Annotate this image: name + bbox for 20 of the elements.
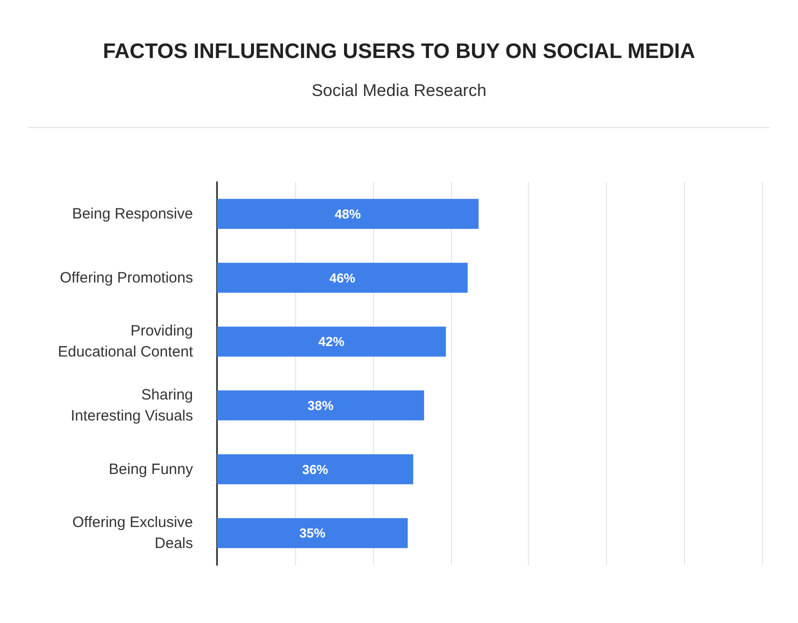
data-label: 48%	[334, 206, 362, 222]
y-tick-label: Sharing Interesting Visuals	[70, 386, 193, 424]
data-label: 35%	[299, 526, 326, 541]
data-label: 46%	[329, 270, 356, 286]
chart-title: FACTOS INFLUENCING USERS TO BUY ON SOCIAL MEDIA	[102, 40, 696, 63]
bar	[217, 326, 446, 357]
bar	[217, 454, 414, 484]
y-tick-label: Offering Exclusive Deals	[72, 514, 193, 552]
y-tick-label: Offering Promotions	[60, 269, 193, 286]
y-tick-label: Being Funny	[108, 460, 194, 478]
data-label: 38%	[308, 398, 334, 413]
y-tick-label: Being Responsive	[72, 205, 193, 222]
data-label: 42%	[318, 334, 345, 350]
data-label: 36%	[302, 462, 329, 477]
bar	[217, 198, 479, 229]
y-tick-label: Providing Educational Content	[58, 322, 194, 361]
chart-subtitle: Social Media Research	[312, 81, 486, 100]
bar	[217, 262, 468, 293]
bar	[217, 518, 408, 548]
bar	[217, 390, 424, 420]
